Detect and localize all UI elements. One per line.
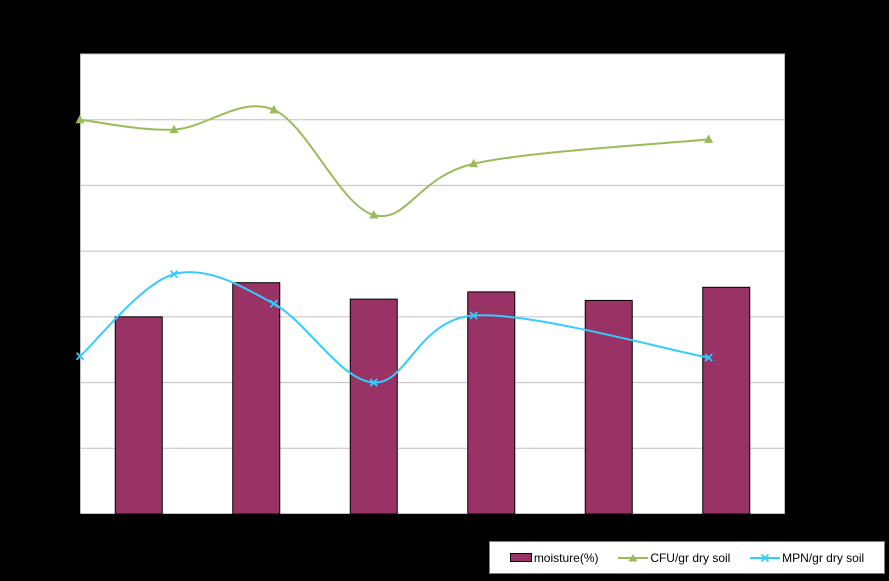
axis-ticks <box>785 53 790 515</box>
bar <box>114 316 163 515</box>
point-x <box>269 299 279 308</box>
point-triangle <box>369 210 379 219</box>
bar <box>349 298 398 515</box>
bar <box>467 291 516 515</box>
series-line <box>79 271 709 384</box>
legend-label-cfu: CFU/gr dry soil <box>650 550 731 565</box>
legend: moisture(%) CFU/gr dry soil MPN/gr dry s… <box>489 541 885 574</box>
bar <box>702 286 751 515</box>
legend-item-mpn: MPN/gr dry soil <box>750 551 864 565</box>
bars <box>114 282 751 515</box>
legend-cfu-line-icon <box>618 553 649 561</box>
point-triangle <box>75 114 85 124</box>
point-triangle <box>469 158 479 168</box>
plot-area <box>79 53 786 515</box>
point-triangle <box>269 104 279 114</box>
point-x <box>75 352 85 361</box>
legend-mpn-line-icon <box>750 553 781 562</box>
legend-bar-swatch <box>509 553 532 562</box>
point-x <box>169 270 179 279</box>
lines <box>75 104 714 387</box>
bar <box>584 299 633 515</box>
point-triangle <box>704 134 714 143</box>
bar <box>232 282 281 515</box>
point-x <box>469 311 478 320</box>
legend-item-moisture: moisture(%) <box>509 550 599 565</box>
point-triangle <box>169 124 179 134</box>
gridlines <box>80 53 785 449</box>
point-x <box>704 353 713 362</box>
point-x <box>369 378 378 387</box>
legend-label-mpn: MPN/gr dry soil <box>782 550 865 565</box>
legend-item-cfu: CFU/gr dry soil <box>618 551 730 565</box>
legend-label-moisture: moisture(%) <box>533 550 599 565</box>
